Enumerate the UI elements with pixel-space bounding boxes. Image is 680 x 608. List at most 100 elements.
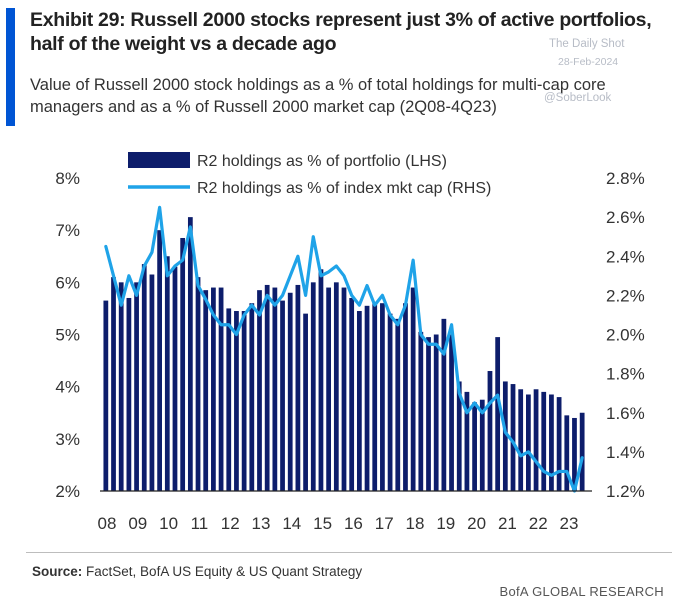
bar-4Q20 xyxy=(487,371,493,491)
bar-3Q23 xyxy=(572,417,577,491)
bar-4Q10 xyxy=(180,237,186,491)
bar-2Q19 xyxy=(441,318,447,491)
bar-4Q16 xyxy=(364,305,370,491)
x-tick-label: 15 xyxy=(313,514,332,533)
bar-4Q18 xyxy=(426,337,431,491)
legend-label-bar: R2 holdings as % of portfolio (LHS) xyxy=(197,153,447,170)
left-tick-label: 3% xyxy=(55,430,80,449)
bar-4Q09 xyxy=(149,274,155,491)
bar-1Q16 xyxy=(341,287,347,491)
left-tick-label: 2% xyxy=(55,482,80,501)
bar-3Q15 xyxy=(326,287,332,491)
bar-4Q11 xyxy=(211,287,216,491)
bar-2Q22 xyxy=(533,389,539,491)
bar-4Q23 xyxy=(579,412,585,491)
bar-4Q15 xyxy=(333,282,339,491)
bar-1Q18 xyxy=(403,303,408,491)
bar-3Q14 xyxy=(295,284,301,491)
right-tick-label: 1.4% xyxy=(606,443,645,462)
bar-series xyxy=(103,217,585,492)
x-tick-label: 19 xyxy=(436,514,455,533)
bar-3Q22 xyxy=(541,391,547,491)
bar-4Q12 xyxy=(241,311,247,491)
right-tick-label: 1.6% xyxy=(606,404,645,423)
bar-2Q21 xyxy=(502,381,508,491)
bar-4Q14 xyxy=(303,313,308,491)
bar-1Q19 xyxy=(433,334,439,491)
bar-4Q17 xyxy=(395,318,401,491)
watermark-handle: @SoberLook xyxy=(544,92,612,104)
bar-3Q09 xyxy=(141,264,147,491)
right-tick-label: 2.6% xyxy=(606,208,645,227)
accent-bar xyxy=(6,8,15,126)
bar-3Q20 xyxy=(479,399,485,491)
bar-1Q13 xyxy=(249,303,255,491)
bar-2Q20 xyxy=(472,402,477,491)
bar-3Q19 xyxy=(449,334,454,491)
bar-2Q14 xyxy=(287,292,293,491)
bar-1Q21 xyxy=(495,337,501,491)
bar-2Q08 xyxy=(103,300,109,491)
bar-1Q22 xyxy=(526,394,531,491)
research-credit: BofA GLOBAL RESEARCH xyxy=(499,584,664,599)
bar-3Q17 xyxy=(387,313,393,491)
x-tick-label: 10 xyxy=(159,514,178,533)
x-tick-label: 20 xyxy=(467,514,486,533)
legend: R2 holdings as % of portfolio (LHS) R2 h… xyxy=(128,152,491,197)
x-tick-label: 22 xyxy=(529,514,548,533)
bar-2Q09 xyxy=(134,282,139,491)
line-series xyxy=(104,205,584,493)
x-tick-label: 09 xyxy=(128,514,147,533)
bar-3Q10 xyxy=(172,266,178,491)
x-tick-label: 18 xyxy=(406,514,425,533)
bar-1Q09 xyxy=(126,297,132,491)
bar-4Q22 xyxy=(549,394,554,491)
bar-2Q13 xyxy=(257,290,262,491)
left-tick-label: 6% xyxy=(55,273,80,292)
legend-label-line: R2 holdings as % of index mkt cap (RHS) xyxy=(197,180,491,197)
bar-3Q13 xyxy=(264,284,270,491)
bar-2Q16 xyxy=(349,297,355,491)
watermark-date: 28-Feb-2024 xyxy=(558,56,619,68)
right-tick-label: 2.0% xyxy=(606,326,645,345)
right-tick-label: 1.2% xyxy=(606,482,645,501)
bar-2Q12 xyxy=(226,308,232,491)
left-tick-label: 8% xyxy=(55,169,80,188)
bar-4Q19 xyxy=(456,381,462,491)
bar-1Q11 xyxy=(187,217,193,492)
left-axis: 2% 3% 4% 5% 6% 7% 8% xyxy=(55,169,80,501)
bar-1Q10 xyxy=(157,230,162,492)
x-tick-label: 11 xyxy=(191,514,209,533)
x-tick-label: 14 xyxy=(282,514,301,533)
bar-3Q18 xyxy=(418,331,424,491)
source-label: Source: xyxy=(32,564,83,579)
right-tick-label: 2.2% xyxy=(606,286,645,305)
x-tick-label: 21 xyxy=(498,514,517,533)
source-text: FactSet, BofA US Equity & US Quant Strat… xyxy=(86,564,363,579)
bar-4Q21 xyxy=(518,389,524,491)
bar-2Q11 xyxy=(195,277,201,491)
bar-4Q08 xyxy=(118,282,124,491)
bar-1Q23 xyxy=(556,397,562,491)
legend-swatch-bar xyxy=(128,152,190,168)
x-tick-label: 13 xyxy=(252,514,271,533)
bar-1Q12 xyxy=(218,287,224,491)
footer-divider xyxy=(26,552,672,553)
bar-2Q10 xyxy=(164,256,170,491)
x-axis: 08 09 10 11 12 13 14 15 16 17 18 19 20 21 22 23 xyxy=(98,514,579,533)
x-tick-label: 08 xyxy=(98,514,117,533)
watermark-source: The Daily Shot xyxy=(549,38,625,50)
left-tick-label: 5% xyxy=(55,326,80,345)
chart-subtitle: Value of Russell 2000 stock holdings as … xyxy=(30,76,606,116)
bar-2Q15 xyxy=(318,269,324,491)
right-tick-label: 2.8% xyxy=(606,169,645,188)
bar-1Q15 xyxy=(310,282,316,491)
bar-1Q20 xyxy=(464,391,470,491)
right-tick-label: 1.8% xyxy=(606,365,645,384)
right-tick-label: 2.4% xyxy=(606,247,645,266)
bar-2Q17 xyxy=(380,303,385,491)
x-tick-label: 12 xyxy=(221,514,240,533)
x-tick-label: 23 xyxy=(560,514,579,533)
bar-1Q14 xyxy=(280,300,285,491)
bar-2Q23 xyxy=(564,415,570,491)
